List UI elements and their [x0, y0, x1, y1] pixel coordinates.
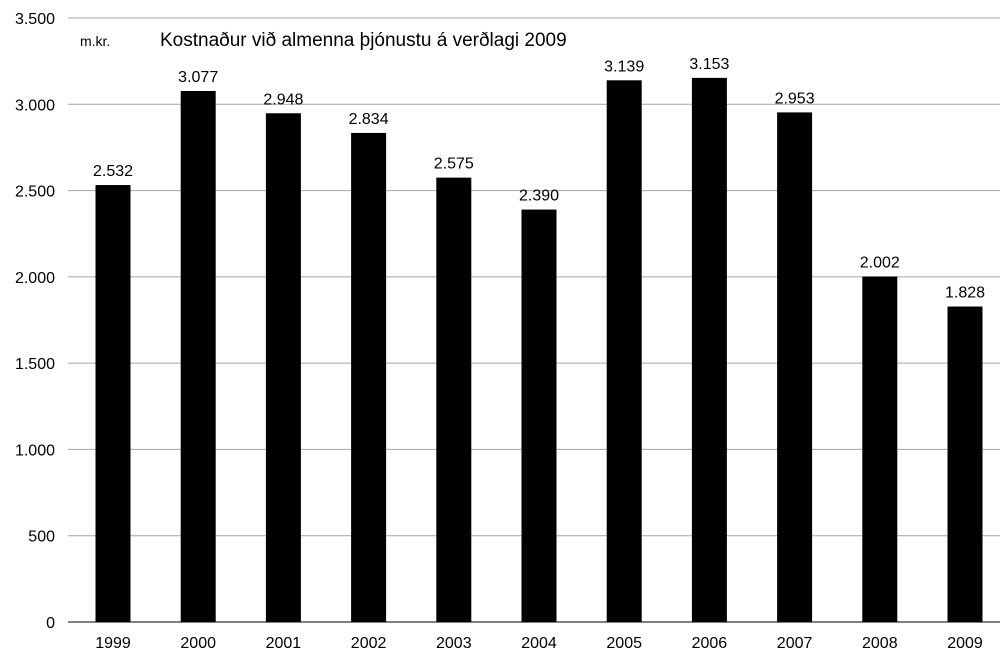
x-axis-tick-labels: 1999 2000 2001 2002 2003 2004 2005 2006 2007 2008…: [95, 635, 983, 652]
y-tick-label: 1.000: [15, 442, 55, 459]
y-tick-label: 2.500: [15, 184, 55, 201]
x-tick-label-2009: 2009: [947, 635, 983, 652]
data-label-2003: 2.575: [434, 156, 474, 173]
data-label-2002: 2.834: [349, 111, 389, 128]
x-tick-label-2000: 2000: [180, 635, 216, 652]
data-label-2001: 2.948: [263, 91, 303, 108]
bar-2004: [521, 209, 557, 622]
x-tick-label-2008: 2008: [862, 635, 898, 652]
bar-2007: [777, 112, 813, 622]
bar-2000: [180, 90, 216, 623]
x-tick-label-2004: 2004: [521, 635, 557, 652]
data-labels: 2.532 3.077 2.948 2.834 2.575 2.390 3.139 3.153…: [93, 56, 985, 302]
x-tick-label-2005: 2005: [606, 635, 642, 652]
y-tick-label: 3.000: [15, 97, 55, 114]
x-tick-label-1999: 1999: [95, 635, 131, 652]
x-tick-label-2002: 2002: [351, 635, 387, 652]
chart-title: Kostnaður við almenna þjónustu á verðlag…: [160, 30, 567, 51]
data-label-2009: 1.828: [945, 285, 985, 302]
y-tick-label: 3.500: [15, 11, 55, 28]
data-label-1999: 2.532: [93, 163, 133, 180]
data-label-2004: 2.390: [519, 188, 559, 205]
x-tick-label-2001: 2001: [266, 635, 302, 652]
y-tick-label: 1.500: [15, 356, 55, 373]
bar-2006: [691, 77, 727, 623]
data-label-2006: 3.153: [689, 56, 729, 73]
data-label-2000: 3.077: [178, 69, 218, 86]
bar-2008: [862, 276, 898, 622]
y-tick-label: 0: [46, 615, 55, 632]
data-label-2007: 2.953: [775, 90, 815, 107]
data-label-2005: 3.139: [604, 58, 644, 75]
bar-2005: [606, 80, 642, 623]
x-tick-label-2007: 2007: [777, 635, 813, 652]
y-tick-label: 500: [28, 529, 55, 546]
x-tick-label-2003: 2003: [436, 635, 472, 652]
bar-2002: [351, 132, 387, 623]
bar-2009: [947, 306, 983, 622]
unit-label: m.kr.: [80, 33, 110, 49]
x-tick-label-2006: 2006: [692, 635, 728, 652]
bar-2001: [265, 113, 301, 622]
y-axis-tick-labels: 0 500 1.000 1.500 2.000 2.500 3.000 3.500: [15, 11, 55, 632]
bar-2003: [436, 177, 472, 622]
y-tick-label: 2.000: [15, 270, 55, 287]
bar-1999: [95, 185, 131, 623]
data-label-2008: 2.002: [860, 255, 900, 272]
bars: [95, 77, 983, 623]
